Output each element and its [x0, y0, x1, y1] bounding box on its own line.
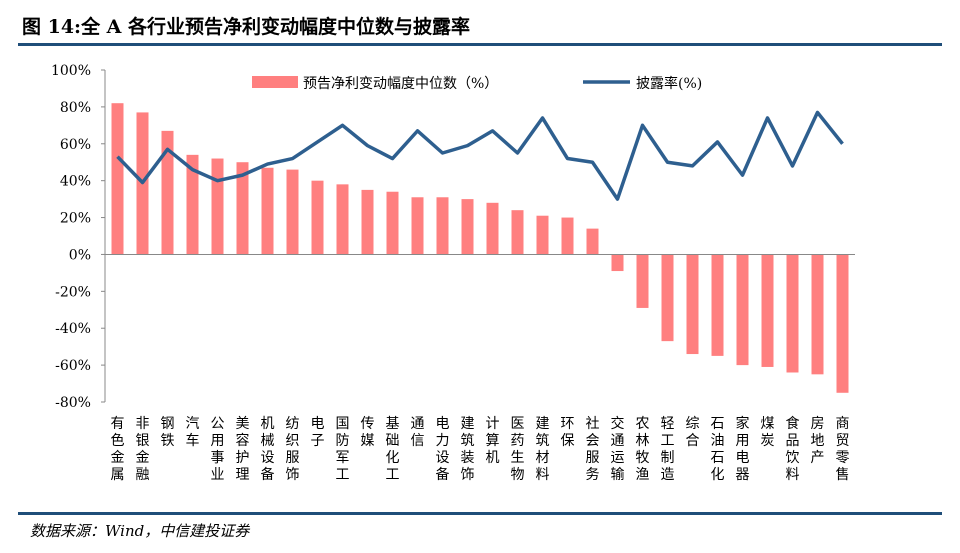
bar — [461, 199, 474, 255]
chart-title: 图 14:全 A 各行业预告净利变动幅度中位数与披露率 — [22, 16, 471, 38]
x-tick-label: 电子 — [311, 416, 325, 449]
footer-rule — [18, 512, 942, 515]
x-tick-label: 电力设备 — [436, 416, 450, 483]
x-tick-label: 医药生物 — [511, 416, 525, 483]
x-tick-label: 家用电器 — [736, 415, 750, 483]
bar — [286, 169, 299, 255]
x-tick-label: 房地产 — [811, 416, 825, 466]
bar — [211, 158, 224, 255]
x-tick-label: 非银金融 — [136, 416, 150, 483]
y-tick-label: 20% — [60, 211, 91, 227]
y-tick-label: -60% — [55, 358, 91, 374]
bar — [636, 254, 649, 308]
bar — [811, 254, 824, 375]
bar — [436, 197, 449, 255]
x-tick-label: 纺织服饰 — [286, 416, 300, 483]
x-tick-label: 社会服务 — [586, 416, 600, 483]
x-tick-label: 美容护理 — [236, 416, 250, 483]
bar — [186, 154, 199, 255]
bar — [236, 162, 249, 255]
bar — [561, 217, 574, 255]
bar — [111, 103, 124, 255]
bar — [261, 167, 274, 255]
bar — [411, 197, 424, 255]
legend-bar-swatch — [252, 76, 298, 88]
x-tick-label: 农林牧渔 — [636, 416, 650, 483]
source-note: 数据来源：Wind，中信建投证券 — [30, 522, 250, 540]
x-tick-label: 基础化工 — [386, 415, 400, 483]
y-tick-label: -80% — [55, 395, 91, 411]
bar — [386, 191, 399, 255]
bar — [161, 130, 174, 255]
x-tick-label: 汽车 — [186, 416, 200, 449]
y-tick-label: 0% — [69, 247, 91, 263]
x-tick-label: 环保 — [561, 416, 575, 449]
bar — [761, 254, 774, 367]
bar — [586, 228, 599, 255]
y-tick-label: -20% — [55, 284, 91, 300]
bar — [661, 254, 674, 342]
bar — [711, 254, 724, 356]
x-tick-label: 传媒 — [361, 416, 375, 449]
bar — [311, 180, 324, 255]
bar — [686, 254, 699, 355]
x-tick-label: 食品饮料 — [786, 415, 800, 483]
x-tick-label: 公用事业 — [211, 416, 225, 483]
title-rule — [18, 43, 942, 46]
x-tick-label: 石油石化 — [711, 416, 725, 483]
bar — [511, 210, 524, 255]
x-tick-label: 综合 — [686, 416, 700, 449]
x-tick-label: 有色金属 — [111, 416, 125, 483]
bar — [786, 254, 799, 373]
x-tick-label: 通信 — [411, 416, 425, 449]
y-tick-label: -40% — [55, 321, 91, 337]
x-tick-label: 交通运输 — [611, 415, 625, 483]
x-tick-label: 计算机 — [486, 416, 500, 466]
legend-bar-label: 预告净利变动幅度中位数（%） — [303, 76, 498, 92]
bar — [536, 215, 549, 255]
y-tick-label: 40% — [60, 174, 91, 190]
x-tick-label: 轻工制造 — [661, 416, 675, 483]
bar — [836, 254, 849, 393]
disclosure-rate-line — [116, 110, 844, 201]
bar — [336, 184, 349, 255]
legend-line-label: 披露率(%) — [636, 75, 702, 92]
x-tick-label: 机械设备 — [261, 416, 275, 483]
bar — [736, 254, 749, 366]
x-tick-label: 商贸零售 — [836, 416, 850, 483]
x-tick-label: 建筑装饰 — [461, 416, 475, 483]
y-tick-label: 80% — [60, 100, 91, 116]
y-tick-label: 60% — [60, 137, 91, 153]
bar — [611, 254, 624, 272]
bar — [361, 189, 374, 255]
x-tick-label: 建筑材料 — [536, 416, 550, 483]
x-tick-label: 煤炭 — [761, 416, 775, 449]
bar — [486, 202, 499, 255]
y-tick-label: 100% — [51, 63, 91, 79]
x-tick-label: 国防军工 — [336, 416, 350, 483]
x-tick-label: 钢铁 — [161, 416, 175, 449]
